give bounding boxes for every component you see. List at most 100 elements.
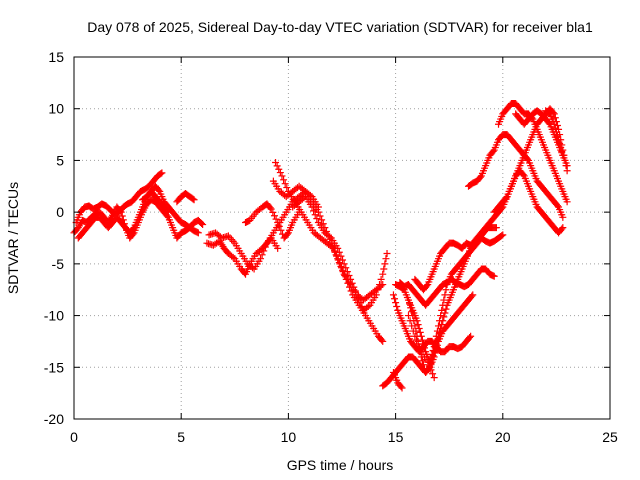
data-point xyxy=(467,332,475,340)
data-point xyxy=(553,132,561,140)
data-point xyxy=(519,171,527,179)
series-track-i xyxy=(272,158,387,345)
data-point xyxy=(442,286,450,294)
data-point xyxy=(427,354,435,362)
data-point xyxy=(376,281,384,289)
data-point xyxy=(404,312,412,320)
data-point xyxy=(224,232,232,240)
data-point xyxy=(275,222,283,230)
series-track-r xyxy=(404,312,438,382)
data-point xyxy=(198,220,206,228)
data-point xyxy=(274,244,282,252)
x-tick-label: 0 xyxy=(70,429,78,445)
data-point xyxy=(414,340,422,348)
data-point xyxy=(419,361,427,369)
y-tick-label: 10 xyxy=(48,101,64,117)
data-point xyxy=(429,346,437,354)
data-point xyxy=(343,268,351,276)
data-point xyxy=(300,186,308,194)
y-tick-label: -15 xyxy=(44,359,64,375)
data-point xyxy=(383,250,391,258)
data-point xyxy=(397,383,405,391)
data-point xyxy=(406,317,414,325)
data-point xyxy=(437,312,445,320)
data-point xyxy=(382,255,390,263)
data-point xyxy=(300,194,308,202)
data-point xyxy=(380,265,388,273)
data-point xyxy=(415,325,423,332)
y-tick-label: 15 xyxy=(48,49,64,65)
data-point xyxy=(270,212,278,220)
data-point xyxy=(558,225,566,233)
data-point xyxy=(379,270,387,278)
data-point xyxy=(355,295,363,303)
series-track-j xyxy=(269,177,387,304)
data-point xyxy=(563,162,571,170)
data-point xyxy=(335,248,343,256)
data-point xyxy=(490,272,498,280)
data-point xyxy=(189,195,197,203)
data-point xyxy=(381,260,389,268)
series-track-c xyxy=(74,196,202,242)
y-tick-label: -20 xyxy=(44,411,64,427)
y-tick-label: -5 xyxy=(52,256,65,272)
data-point xyxy=(267,205,275,213)
data-point xyxy=(442,305,450,313)
data-point xyxy=(319,220,327,228)
data-point xyxy=(430,374,438,382)
data-point xyxy=(329,243,337,251)
data-point xyxy=(559,151,567,159)
series-track-x xyxy=(542,107,567,159)
chart-title: Day 078 of 2025, Sidereal Day-to-day VTE… xyxy=(87,19,593,35)
data-point xyxy=(469,291,477,299)
x-tick-label: 15 xyxy=(388,429,404,445)
data-point xyxy=(326,233,334,241)
series-track-d xyxy=(139,182,207,232)
data-point xyxy=(434,322,442,330)
data-point xyxy=(440,296,448,304)
data-point xyxy=(313,215,321,223)
data-point xyxy=(272,158,280,166)
data-point xyxy=(430,343,438,351)
data-point xyxy=(499,231,507,239)
data-point xyxy=(413,336,421,344)
data-point xyxy=(345,271,353,279)
data-point xyxy=(425,362,433,370)
data-point xyxy=(351,287,359,295)
data-point xyxy=(551,124,559,132)
data-point xyxy=(283,230,291,238)
x-tick-label: 5 xyxy=(177,429,185,445)
data-point xyxy=(559,213,567,221)
data-point xyxy=(261,243,269,251)
data-point xyxy=(377,282,385,290)
data-point xyxy=(427,366,435,374)
data-point xyxy=(545,119,553,127)
data-point xyxy=(199,221,207,229)
series-track-e xyxy=(173,190,198,206)
data-point xyxy=(257,255,265,263)
data-point xyxy=(440,313,448,321)
data-point xyxy=(523,155,531,163)
data-point xyxy=(441,291,449,299)
data-point xyxy=(364,303,372,311)
data-point xyxy=(429,370,437,378)
data-point xyxy=(418,357,426,365)
data-point xyxy=(339,256,347,264)
data-point xyxy=(372,291,380,299)
data-point xyxy=(553,202,561,210)
data-point xyxy=(129,230,137,238)
data-point xyxy=(378,336,386,344)
data-point xyxy=(476,173,484,181)
data-point xyxy=(347,275,355,283)
data-point xyxy=(158,169,166,177)
data-point xyxy=(273,162,281,170)
data-point xyxy=(556,140,564,148)
data-point xyxy=(417,332,425,340)
data-point xyxy=(408,322,416,330)
data-point xyxy=(308,203,316,211)
y-tick-labels: -20 -15 -10 -5 0 5 10 15 xyxy=(44,49,64,427)
series-track-m xyxy=(389,291,475,356)
data-point xyxy=(248,264,256,272)
data-point xyxy=(558,147,566,155)
series-track-u xyxy=(490,167,567,237)
